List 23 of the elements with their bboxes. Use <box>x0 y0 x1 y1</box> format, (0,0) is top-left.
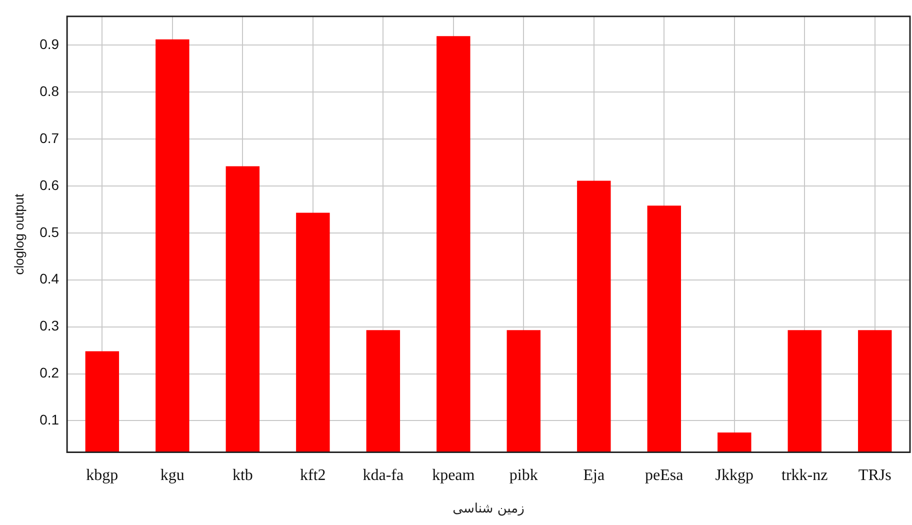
x-tick-label: trkk-nz <box>782 467 828 484</box>
x-tick-label: Eja <box>583 467 605 484</box>
y-tick-label: 0.5 <box>40 224 60 240</box>
y-axis-title: cloglog output <box>11 193 26 275</box>
y-tick-label: 0.3 <box>40 318 60 334</box>
y-tick-label: 0.1 <box>40 412 60 428</box>
x-tick-label: kbgp <box>86 467 118 484</box>
x-tick-label: peEsa <box>645 467 684 484</box>
y-tick-label: 0.6 <box>40 176 60 193</box>
x-tick-label: kda-fa <box>362 467 404 484</box>
x-tick-label: kft2 <box>300 467 326 484</box>
y-tick-label: 0.2 <box>40 364 60 381</box>
x-tick-label: pibk <box>509 467 538 484</box>
x-tick-label: ktb <box>232 467 253 484</box>
y-tick-label: 0.9 <box>40 36 60 52</box>
x-axis-title: زمین شناسی <box>452 502 524 517</box>
y-tick-label: 0.7 <box>40 130 60 146</box>
x-tick-label: kpeam <box>432 467 476 484</box>
y-tick-label: 0.8 <box>40 82 60 99</box>
x-tick-label: Jkkgp <box>715 467 754 484</box>
x-tick-label: kgu <box>160 467 184 484</box>
x-tick-label: TRJs <box>858 467 892 484</box>
y-tick-label: 0.4 <box>40 270 60 287</box>
